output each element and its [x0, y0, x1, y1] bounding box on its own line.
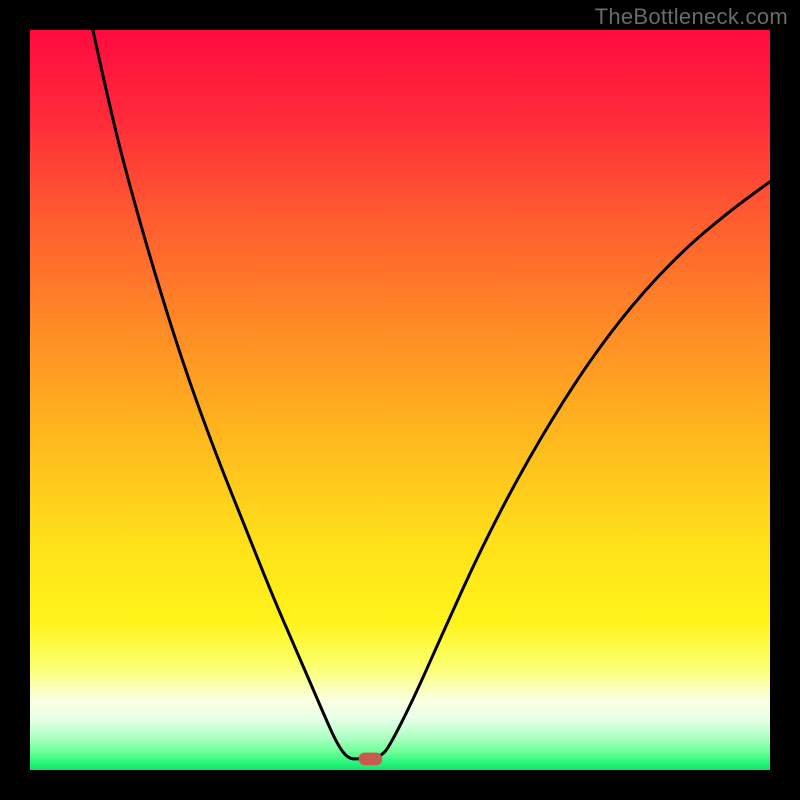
chart-container: TheBottleneck.com	[0, 0, 800, 800]
plot-background	[30, 30, 770, 770]
minimum-marker	[359, 753, 383, 766]
bottleneck-chart	[0, 0, 800, 800]
watermark-text: TheBottleneck.com	[595, 4, 788, 30]
